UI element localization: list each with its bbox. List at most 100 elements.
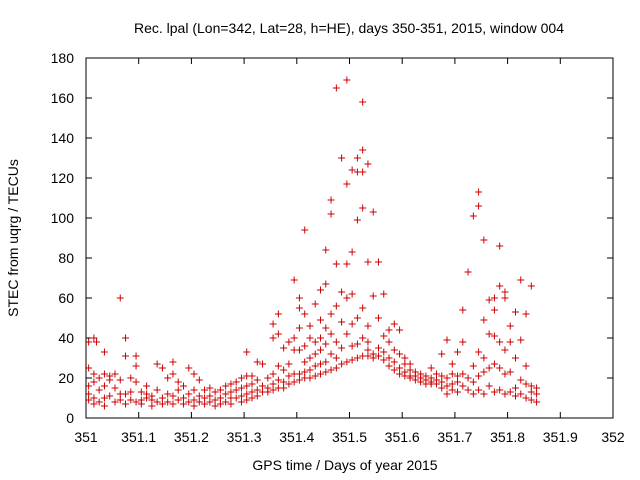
data-point bbox=[517, 390, 525, 398]
data-point bbox=[185, 364, 193, 372]
data-point bbox=[327, 330, 335, 338]
data-point bbox=[438, 378, 446, 386]
data-point bbox=[90, 334, 98, 342]
data-point bbox=[111, 398, 119, 406]
data-point bbox=[475, 386, 483, 394]
data-point bbox=[174, 378, 182, 386]
data-point bbox=[93, 338, 101, 346]
data-point bbox=[216, 386, 224, 394]
data-point bbox=[158, 400, 166, 408]
chart-title: Rec. lpal (Lon=342, Lat=28, h=HE), days … bbox=[134, 20, 564, 36]
data-point bbox=[490, 306, 498, 314]
data-point bbox=[127, 388, 135, 396]
data-point bbox=[90, 378, 98, 386]
data-point bbox=[369, 292, 377, 300]
y-tick-label: 180 bbox=[51, 50, 75, 66]
data-point bbox=[396, 350, 404, 358]
data-point bbox=[348, 342, 356, 350]
data-point bbox=[396, 370, 404, 378]
data-point bbox=[143, 382, 151, 390]
data-point bbox=[290, 276, 298, 284]
y-tick-label: 160 bbox=[51, 90, 75, 106]
data-point bbox=[285, 380, 293, 388]
data-point bbox=[464, 374, 472, 382]
data-point bbox=[274, 376, 282, 384]
data-point bbox=[201, 400, 209, 408]
data-point bbox=[432, 380, 440, 388]
y-tick-label: 100 bbox=[51, 210, 75, 226]
data-point bbox=[364, 346, 372, 354]
x-tick-label: 352 bbox=[601, 429, 625, 445]
data-point bbox=[480, 368, 488, 376]
data-point bbox=[348, 356, 356, 364]
x-tick-label: 351.6 bbox=[385, 429, 420, 445]
data-point bbox=[380, 348, 388, 356]
data-point bbox=[459, 338, 467, 346]
data-point bbox=[438, 350, 446, 358]
data-point bbox=[359, 168, 367, 176]
data-point bbox=[269, 320, 277, 328]
data-point bbox=[311, 338, 319, 346]
data-point bbox=[343, 330, 351, 338]
data-point bbox=[454, 378, 462, 386]
data-point bbox=[158, 394, 166, 402]
data-point bbox=[359, 334, 367, 342]
data-point bbox=[301, 358, 309, 366]
y-tick-label: 0 bbox=[66, 410, 74, 426]
data-point bbox=[406, 374, 414, 382]
data-point bbox=[90, 370, 98, 378]
data-point bbox=[327, 350, 335, 358]
data-point bbox=[390, 366, 398, 374]
data-point bbox=[380, 332, 388, 340]
data-point bbox=[317, 370, 325, 378]
data-point bbox=[132, 398, 140, 406]
data-point bbox=[459, 370, 467, 378]
data-point bbox=[364, 258, 372, 266]
data-point bbox=[396, 364, 404, 372]
data-point bbox=[501, 288, 509, 296]
data-point bbox=[190, 402, 198, 410]
data-point bbox=[269, 380, 277, 388]
data-point bbox=[343, 260, 351, 268]
data-point bbox=[475, 202, 483, 210]
data-point bbox=[322, 358, 330, 366]
x-tick-label: 351.7 bbox=[437, 429, 472, 445]
data-point bbox=[454, 388, 462, 396]
data-point bbox=[490, 332, 498, 340]
data-point bbox=[527, 282, 535, 290]
data-point bbox=[201, 386, 209, 394]
data-point bbox=[390, 346, 398, 354]
data-point bbox=[348, 320, 356, 328]
data-point bbox=[512, 384, 520, 392]
data-point bbox=[259, 382, 267, 390]
data-point bbox=[280, 384, 288, 392]
data-point bbox=[438, 372, 446, 380]
data-point bbox=[122, 352, 130, 360]
data-point bbox=[522, 310, 530, 318]
data-point bbox=[359, 204, 367, 212]
y-axis: 0 20 40 60 80 100 120 140 160 180 bbox=[51, 50, 613, 426]
data-point bbox=[227, 400, 235, 408]
data-point bbox=[480, 354, 488, 362]
data-point bbox=[232, 378, 240, 386]
data-point bbox=[533, 398, 541, 406]
data-point bbox=[211, 402, 219, 410]
data-point bbox=[174, 386, 182, 394]
data-point bbox=[443, 336, 451, 344]
data-point bbox=[85, 364, 93, 372]
data-point bbox=[411, 376, 419, 384]
data-point bbox=[85, 382, 93, 390]
data-point bbox=[317, 286, 325, 294]
data-point bbox=[190, 370, 198, 378]
data-point bbox=[374, 314, 382, 322]
data-point bbox=[195, 376, 203, 384]
data-point bbox=[306, 354, 314, 362]
data-point bbox=[353, 340, 361, 348]
data-point bbox=[137, 400, 145, 408]
data-point bbox=[464, 268, 472, 276]
data-point bbox=[306, 374, 314, 382]
data-point bbox=[253, 358, 261, 366]
data-point bbox=[301, 310, 309, 318]
data-point bbox=[116, 396, 124, 404]
data-point bbox=[317, 346, 325, 354]
